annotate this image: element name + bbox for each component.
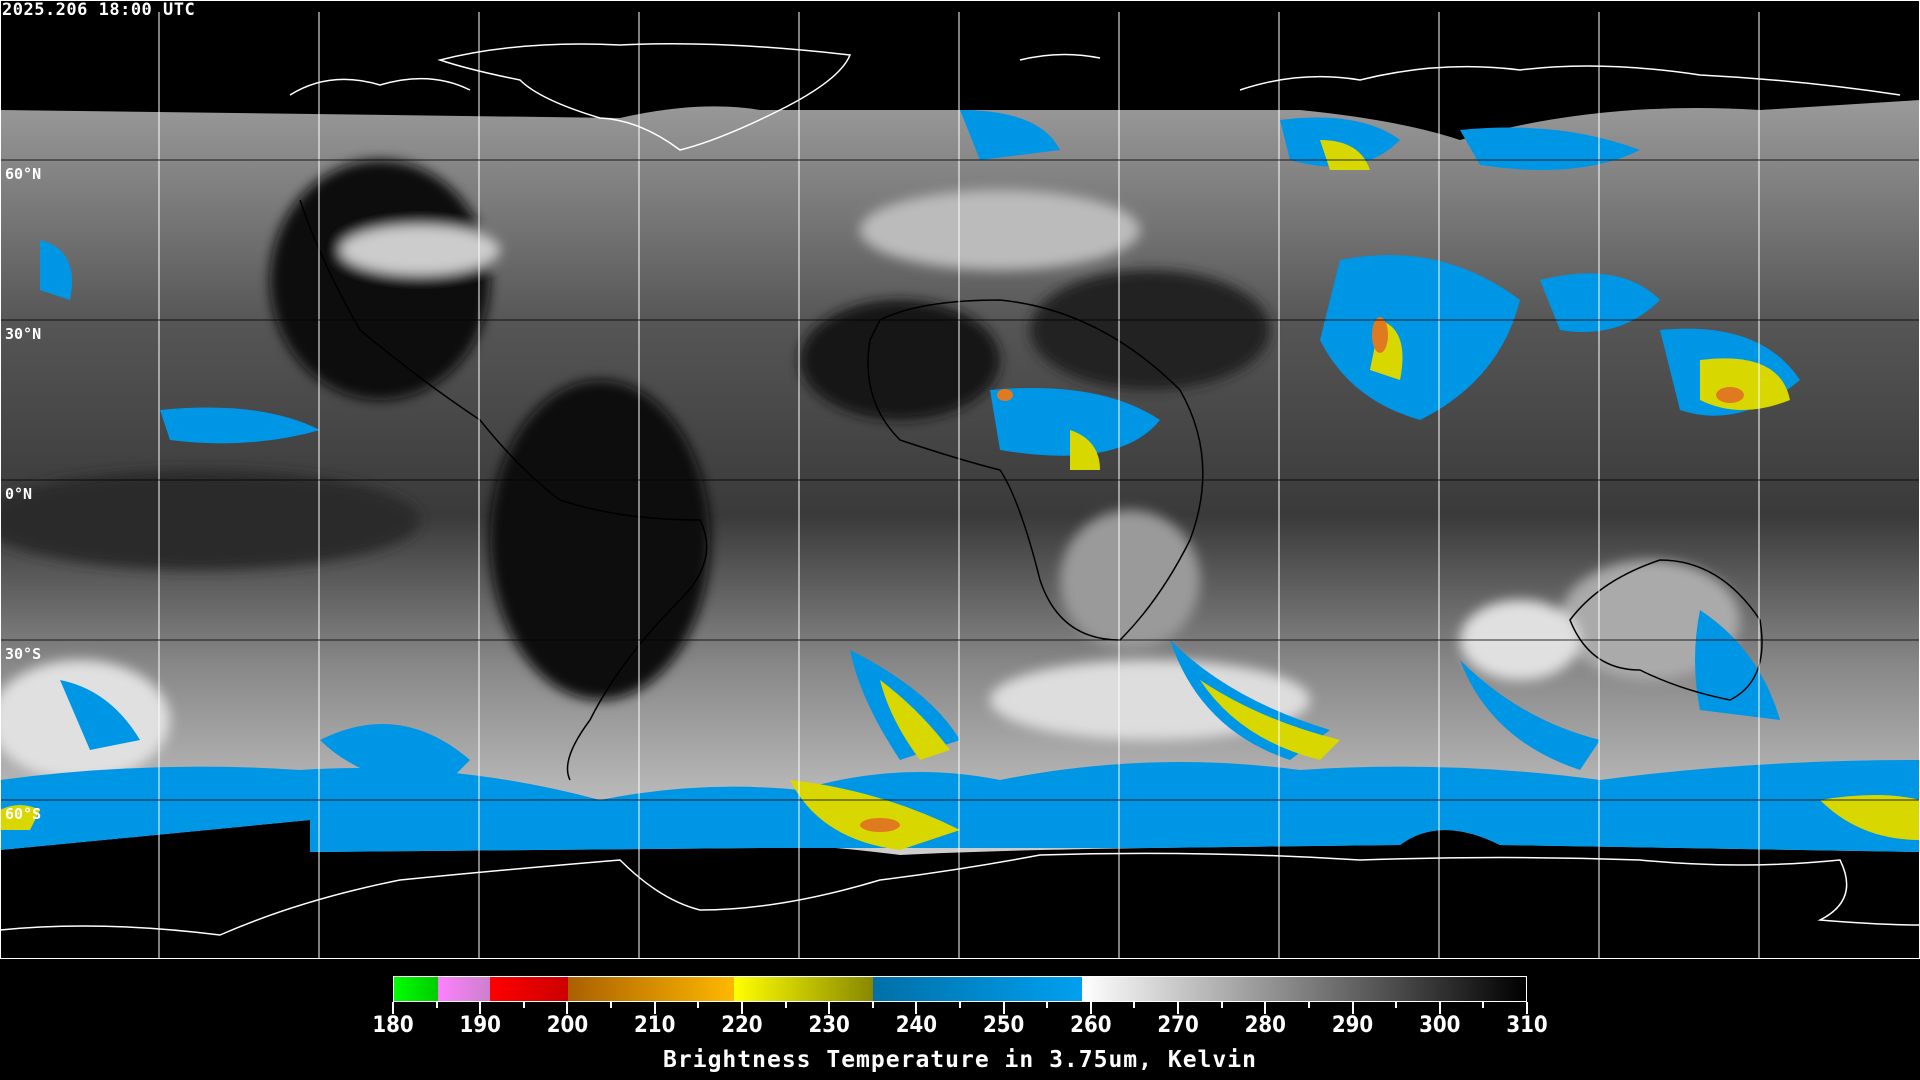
- colorbar-tick-label: 180: [372, 1013, 414, 1038]
- colorbar-tick: [1089, 1002, 1092, 1014]
- colorbar-tick: [1526, 1002, 1528, 1014]
- colorbar-tick-label: 210: [634, 1013, 676, 1038]
- colorbar-tick: [1264, 1002, 1267, 1014]
- colorbar-tick-label: 260: [1070, 1013, 1112, 1038]
- colorbar: [393, 976, 1527, 1002]
- colorbar-tick: [1046, 1002, 1049, 1008]
- coastlines: [0, 43, 1920, 936]
- colorbar-tick: [871, 1002, 874, 1008]
- australia-coastline: [1569, 559, 1763, 701]
- colorbar-tick-label: 240: [895, 1013, 938, 1038]
- colorbar-tick: [435, 1002, 438, 1008]
- colorbar-label: Brightness Temperature in 3.75um, Kelvin: [663, 1047, 1257, 1073]
- colorbar-tick-label: 220: [721, 1013, 763, 1038]
- satellite-map: [0, 0, 1920, 959]
- greenland-coastline: [437, 43, 852, 151]
- colorbar-tick-label: 280: [1244, 1013, 1286, 1038]
- colorbar-tick: [479, 1002, 482, 1014]
- colorbar-tick-label: 190: [459, 1013, 501, 1038]
- colorbar-tick: [566, 1002, 569, 1014]
- colorbar-segment: [394, 977, 438, 1001]
- colorbar-tick: [1351, 1002, 1354, 1014]
- colorbar-tick: [610, 1002, 613, 1008]
- colorbar-tick: [697, 1002, 700, 1008]
- colorbar-segment: [437, 977, 490, 1001]
- colorbar-tick: [1395, 1002, 1398, 1008]
- colorbar-tick: [1177, 1002, 1180, 1014]
- lat-lon-grid: [0, 12, 1920, 958]
- colorbar-tick: [1133, 1002, 1136, 1008]
- cold-cloud-tops: [0, 110, 1920, 852]
- lat-label-60n: 60°N: [5, 165, 42, 183]
- africa-coastline: [867, 299, 1204, 641]
- imagery: [0, 100, 1920, 855]
- colorbar-segment: [872, 977, 1082, 1001]
- lat-label-30n: 30°N: [5, 325, 42, 343]
- antarctica-coastline: [0, 852, 1920, 936]
- very-cold-cloud-tops: [0, 140, 1920, 850]
- colorbar-tick: [392, 1002, 394, 1014]
- colorbar-tick: [1482, 1002, 1485, 1008]
- lat-label-0n: 0°N: [5, 485, 33, 503]
- colorbar-tick-label: 250: [982, 1013, 1025, 1038]
- americas-coastline: [299, 199, 708, 781]
- colorbar-tick-label: 230: [808, 1013, 850, 1038]
- colorbar-tick-label: 310: [1506, 1013, 1548, 1038]
- colorbar-tick: [959, 1002, 961, 1008]
- colorbar-tick: [915, 1002, 918, 1014]
- colorbar-tick: [1438, 1002, 1441, 1014]
- colorbar-tick: [1002, 1002, 1005, 1014]
- colorbar-tick-label: 200: [546, 1013, 589, 1038]
- colorbar-tick: [784, 1002, 787, 1008]
- colorbar-tick-label: 290: [1331, 1013, 1374, 1038]
- lat-label-30s: 30°S: [5, 645, 42, 663]
- lat-label-60s: 60°S: [5, 805, 42, 823]
- timestamp: 2025.206 18:00 UTC: [2, 0, 196, 20]
- colorbar-segment: [733, 977, 873, 1001]
- colorbar-tick: [653, 1002, 656, 1014]
- colorbar-tick-label: 270: [1157, 1013, 1199, 1038]
- colorbar-ticks: [0, 1002, 1920, 1014]
- colorbar-segment: [1081, 977, 1526, 1001]
- colorbar-tick: [1307, 1002, 1310, 1008]
- colorbar-segment: [489, 977, 569, 1001]
- colorbar-tick: [522, 1002, 525, 1008]
- colorbar-segment: [568, 977, 734, 1001]
- colorbar-tick: [828, 1002, 831, 1014]
- colorbar-tick: [1220, 1002, 1223, 1008]
- colorbar-tick: [740, 1002, 743, 1014]
- arctic-coastline: [289, 53, 1901, 96]
- colorbar-tick-label: 300: [1419, 1013, 1461, 1038]
